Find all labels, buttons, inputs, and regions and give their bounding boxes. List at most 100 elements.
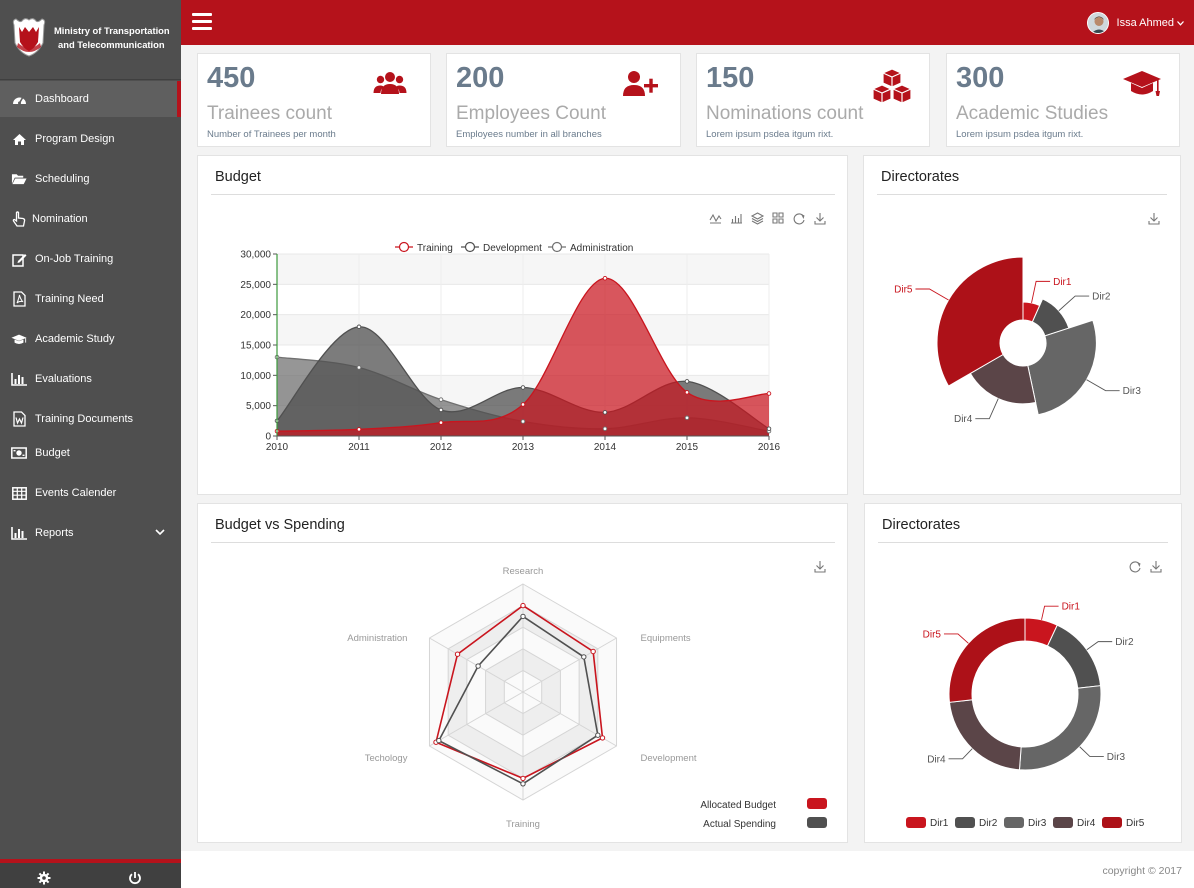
legend-label: Development (483, 243, 542, 254)
data-point[interactable] (520, 775, 526, 782)
legend-item-dir3[interactable]: Dir3 (1004, 817, 1047, 829)
tiled-icon[interactable] (772, 212, 784, 224)
budget-vs-spending-radar-chart: Research Equipments Development Training Tec… (347, 561, 827, 830)
data-point[interactable] (356, 427, 362, 432)
download-icon[interactable] (814, 213, 826, 225)
download-icon[interactable] (1150, 561, 1162, 573)
data-point[interactable] (475, 663, 481, 669)
slice-label: Dir2 (1115, 637, 1134, 648)
data-point[interactable] (438, 420, 444, 425)
sidebar-item-program-design[interactable]: Program Design (0, 121, 181, 157)
legend-item-allocated-budget[interactable]: Allocated Budget (700, 798, 827, 811)
stat-title: Employees Count (456, 103, 606, 124)
rose-slice-dir5[interactable] (936, 256, 1024, 387)
data-point[interactable] (520, 602, 526, 609)
hamburger-menu-icon[interactable] (192, 13, 212, 31)
sidebar-item-training-documents[interactable]: Training Documents (0, 401, 181, 437)
stack-icon[interactable] (750, 212, 765, 225)
label-leader (1031, 280, 1051, 303)
sidebar-item-nomination[interactable]: Nomination (0, 201, 181, 237)
data-point[interactable] (520, 781, 526, 787)
data-point[interactable] (520, 613, 526, 620)
indicator-label: Development (641, 753, 697, 764)
legend-label: Actual Spending (703, 819, 776, 830)
legend-item-actual-spending[interactable]: Actual Spending (703, 817, 827, 830)
legend-item-development[interactable]: Development (461, 241, 542, 255)
data-point[interactable] (684, 415, 690, 421)
legend-marker (551, 241, 563, 253)
download-icon[interactable] (1148, 213, 1160, 225)
data-point[interactable] (356, 365, 362, 370)
donut-slice-dir5[interactable] (948, 617, 1026, 703)
power-icon[interactable] (128, 871, 144, 887)
bar-chart-icon[interactable] (731, 214, 742, 224)
stat-subtitle: Employees number in all branches (456, 129, 602, 140)
indicator-label: Techology (365, 753, 408, 764)
legend-item-administration[interactable]: Administration (548, 241, 633, 255)
sidebar-item-reports[interactable]: Reports (0, 515, 181, 551)
donut-slice-dir2[interactable] (1046, 624, 1102, 689)
label-leader (975, 398, 999, 420)
data-point[interactable] (595, 732, 601, 738)
topbar: Issa Ahmed (181, 0, 1194, 45)
data-point[interactable] (436, 737, 442, 744)
data-point[interactable] (766, 426, 772, 431)
slice-label: Dir1 (1053, 277, 1072, 288)
data-point[interactable] (438, 397, 444, 402)
sidebar-item-label: Scheduling (35, 173, 90, 185)
data-point[interactable] (520, 385, 526, 390)
chevron-down-icon[interactable] (155, 527, 165, 539)
data-point[interactable] (602, 426, 608, 431)
slice-label: Dir3 (1123, 386, 1142, 397)
sidebar-item-academic-study[interactable]: Academic Study (0, 321, 181, 357)
data-point[interactable] (599, 735, 606, 741)
user-menu[interactable]: Issa Ahmed (1086, 11, 1184, 35)
data-point[interactable] (602, 276, 608, 281)
y-tick-label: 30,000 (240, 250, 271, 261)
legend-item-dir4[interactable]: Dir4 (1053, 817, 1096, 829)
data-point[interactable] (454, 651, 461, 657)
line-chart-icon[interactable] (709, 213, 722, 224)
gear-icon[interactable] (37, 871, 53, 887)
data-point[interactable] (520, 419, 526, 424)
legend-item-dir1[interactable]: Dir1 (906, 817, 949, 829)
stat-card-trainees: 450 Trainees count Number of Trainees pe… (197, 53, 431, 147)
data-point[interactable] (356, 324, 362, 330)
sidebar-item-training-need[interactable]: Training Need (0, 281, 181, 317)
legend-item-training[interactable]: Training (395, 241, 453, 255)
data-point[interactable] (590, 648, 596, 655)
data-point[interactable] (766, 391, 772, 396)
sidebar-item-budget[interactable]: Budget (0, 435, 181, 471)
sidebar-item-on-job-training[interactable]: On-Job Training (0, 241, 181, 277)
sidebar-item-events-calender[interactable]: Events Calender (0, 475, 181, 511)
sidebar-item-dashboard[interactable]: Dashboard (0, 81, 181, 117)
legend-swatch (807, 798, 827, 809)
divider (877, 194, 1167, 195)
bar-chart-icon (11, 371, 27, 387)
data-point[interactable] (602, 410, 608, 415)
stat-number: 300 (956, 62, 1005, 94)
data-point[interactable] (438, 407, 444, 413)
budget-area-chart: Training Development Administration 0 5,000… (240, 212, 826, 453)
panel-title: Budget vs Spending (215, 517, 345, 533)
legend-item-dir5[interactable]: Dir5 (1102, 817, 1145, 829)
legend-label: Dir4 (1077, 818, 1096, 829)
legend-item-dir2[interactable]: Dir2 (955, 817, 998, 829)
legend-swatch (955, 817, 975, 828)
data-point[interactable] (520, 402, 526, 407)
sidebar-item-evaluations[interactable]: Evaluations (0, 361, 181, 397)
panel-title: Directorates (881, 169, 960, 185)
refresh-icon[interactable] (1129, 561, 1141, 573)
sidebar-item-scheduling[interactable]: Scheduling (0, 161, 181, 197)
rose-slice-dir3[interactable] (1027, 319, 1097, 416)
series-area-training (277, 278, 769, 436)
refresh-icon[interactable] (793, 213, 805, 225)
legend-label: Dir1 (930, 818, 949, 829)
donut-slice-dir4[interactable] (948, 699, 1022, 771)
sidebar-item-label: Events Calender (35, 487, 117, 499)
data-point[interactable] (684, 390, 690, 395)
data-point[interactable] (581, 654, 587, 660)
donut-slice-dir3[interactable] (1018, 685, 1102, 771)
data-point[interactable] (684, 379, 690, 384)
download-icon[interactable] (814, 561, 826, 573)
